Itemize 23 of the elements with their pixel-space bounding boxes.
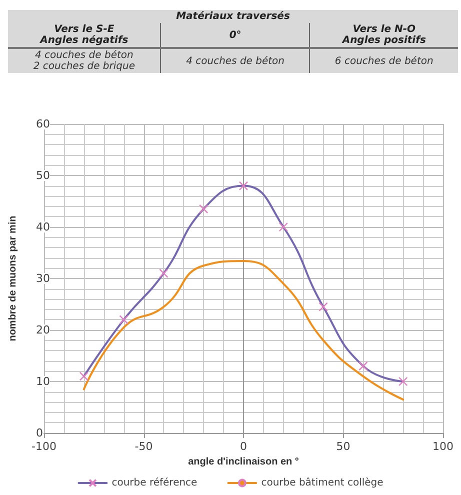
y-tick-label: 50 <box>36 169 50 182</box>
text: 4 couches de béton <box>160 48 310 73</box>
legend-label: courbe bâtiment collège <box>261 478 384 488</box>
y-tick-label: 30 <box>36 272 50 285</box>
y-tick-label: 40 <box>36 220 50 234</box>
text: 4 couches de béton 2 couches de brique <box>8 48 161 73</box>
x-tick-label: 100 <box>432 440 454 453</box>
x-tick-label: 50 <box>336 440 350 453</box>
y-tick-label: 10 <box>36 375 50 388</box>
text: Vers le S-E Angles négatifs <box>38 23 130 48</box>
legend-label: courbe référence <box>112 478 198 488</box>
y-axis-title: nombre de muons par min <box>8 216 18 342</box>
x-tick-label: 0 <box>240 440 247 453</box>
y-tick-label: 20 <box>36 324 50 336</box>
text: 6 couches de béton <box>310 48 458 73</box>
y-tick-label: 60 <box>36 118 50 130</box>
text: Vers le N-O Angles positifs <box>310 23 458 48</box>
y-tick-label: 0 <box>36 426 43 440</box>
x-axis-title: angle d'inclinaison en ° <box>188 456 299 468</box>
text: Matériaux traversés <box>175 10 291 23</box>
text: 0° <box>160 23 310 48</box>
x-tick-label: -50 <box>134 440 153 453</box>
x-tick-label: -100 <box>32 440 56 453</box>
